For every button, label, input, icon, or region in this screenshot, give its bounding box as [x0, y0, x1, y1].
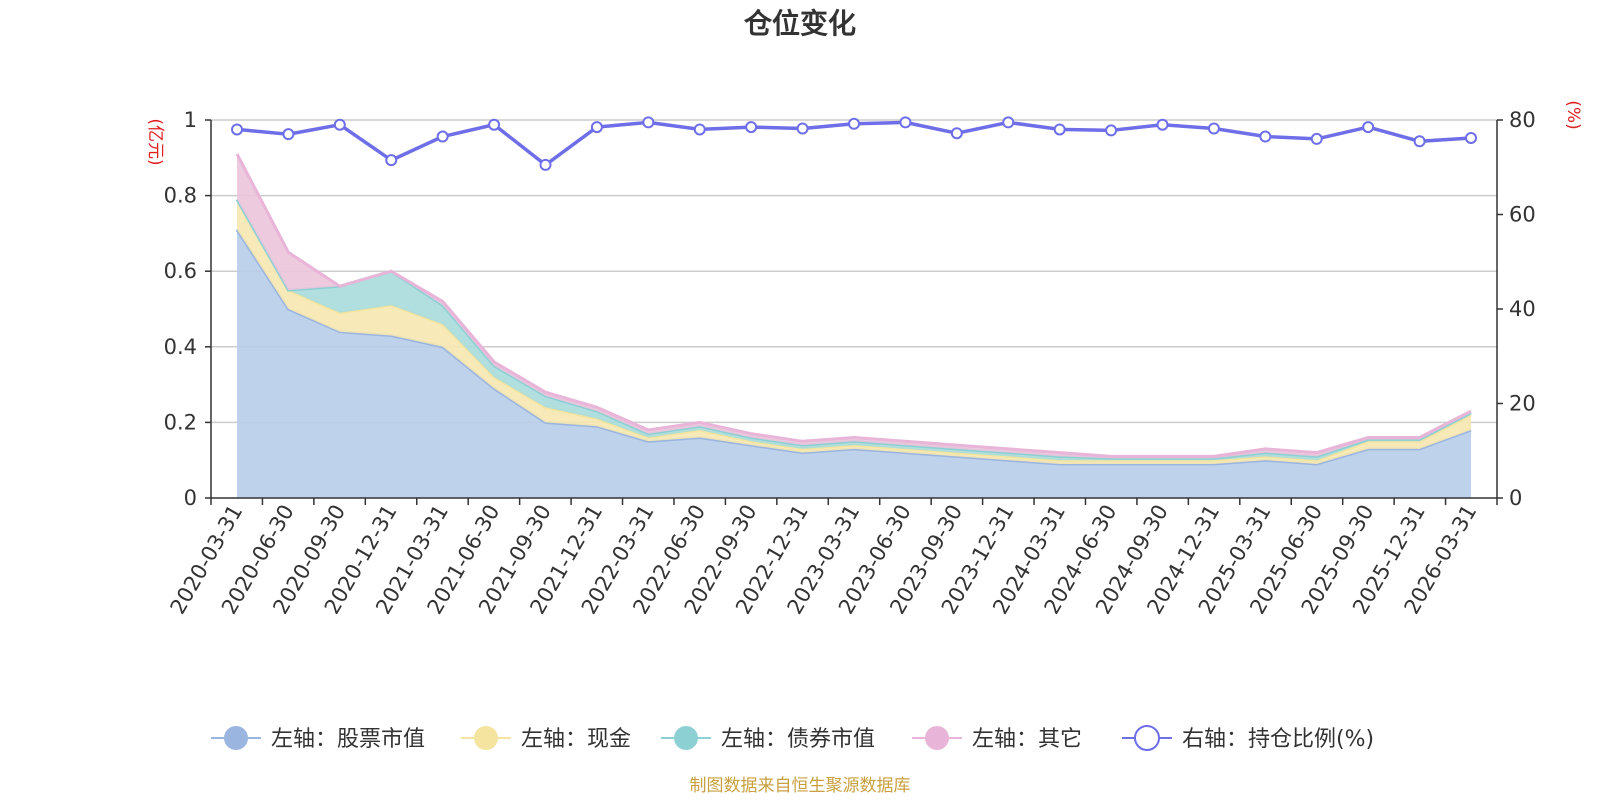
legend-label: 右轴：持仓比例(%) — [1182, 727, 1374, 752]
ratio-point — [1053, 123, 1066, 136]
areas — [235, 153, 1472, 498]
right-axis-unit: (%) — [1563, 100, 1583, 129]
ratio-point — [539, 158, 552, 171]
legend-label: 左轴：其它 — [972, 727, 1082, 752]
ratio-point — [436, 130, 449, 143]
ratio-point — [848, 117, 860, 130]
legend-marker — [674, 726, 698, 750]
right-tick-label: 40 — [1509, 297, 1536, 321]
legend-item-1: 左轴：现金 — [461, 726, 631, 752]
ratio-point — [1207, 122, 1220, 135]
legend-label: 左轴：现金 — [521, 727, 631, 752]
left-tick-label: 0.4 — [164, 335, 197, 359]
ratio-point — [1465, 131, 1477, 144]
legend-marker — [224, 726, 248, 750]
right-tick-label: 0 — [1509, 486, 1522, 510]
ratio-point — [282, 128, 295, 141]
legend-item-4: 右轴：持仓比例(%) — [1122, 725, 1374, 752]
left-tick-label: 0.8 — [164, 184, 197, 208]
ratio-point — [1362, 121, 1375, 134]
left-tick-label: 1 — [184, 108, 197, 132]
ratio-point — [590, 121, 603, 134]
left-tick-label: 0 — [184, 486, 197, 510]
legend-item-2: 左轴：债券市值 — [661, 726, 875, 752]
legend: 左轴：股票市值 左轴：现金 左轴：债券市值 左轴：其它 右轴：持仓比例(%) — [211, 725, 1374, 752]
ratio-point — [1259, 130, 1272, 143]
ratio-point — [231, 123, 243, 136]
ratio-point — [1105, 124, 1118, 137]
ratio-point — [642, 116, 655, 129]
right-tick-label: 20 — [1509, 392, 1536, 416]
ratio-point — [899, 116, 912, 129]
legend-marker — [925, 726, 949, 750]
ratio-point — [1002, 116, 1015, 129]
ratio-point — [796, 122, 809, 135]
ratio-point — [488, 118, 501, 131]
ratio-line — [231, 116, 1477, 171]
ratio-point — [745, 121, 758, 134]
area-0 — [237, 229, 1471, 498]
left-tick-label: 0.2 — [164, 410, 197, 434]
legend-marker — [1134, 725, 1160, 751]
ratio-point — [950, 127, 963, 140]
legend-item-3: 左轴：其它 — [912, 726, 1082, 752]
ratio-point — [1156, 118, 1169, 131]
legend-item-0: 左轴：股票市值 — [211, 726, 425, 752]
ratio-point — [385, 154, 398, 167]
legend-marker — [474, 726, 498, 750]
ratio-point — [693, 123, 706, 136]
legend-label: 左轴：债券市值 — [721, 727, 875, 752]
right-tick-label: 80 — [1509, 108, 1536, 132]
ratio-point — [1310, 132, 1323, 145]
right-tick-label: 60 — [1509, 203, 1536, 227]
left-axis-unit: (亿元) — [145, 118, 165, 165]
ratio-point — [333, 118, 346, 131]
left-tick-label: 0.6 — [164, 259, 197, 283]
ratio-point — [1413, 135, 1426, 148]
source-note: 制图数据来自恒生聚源数据库 — [690, 776, 911, 796]
legend-label: 左轴：股票市值 — [271, 727, 425, 752]
area-edge-3 — [235, 153, 1472, 458]
chart-title: 仓位变化 — [744, 7, 856, 40]
